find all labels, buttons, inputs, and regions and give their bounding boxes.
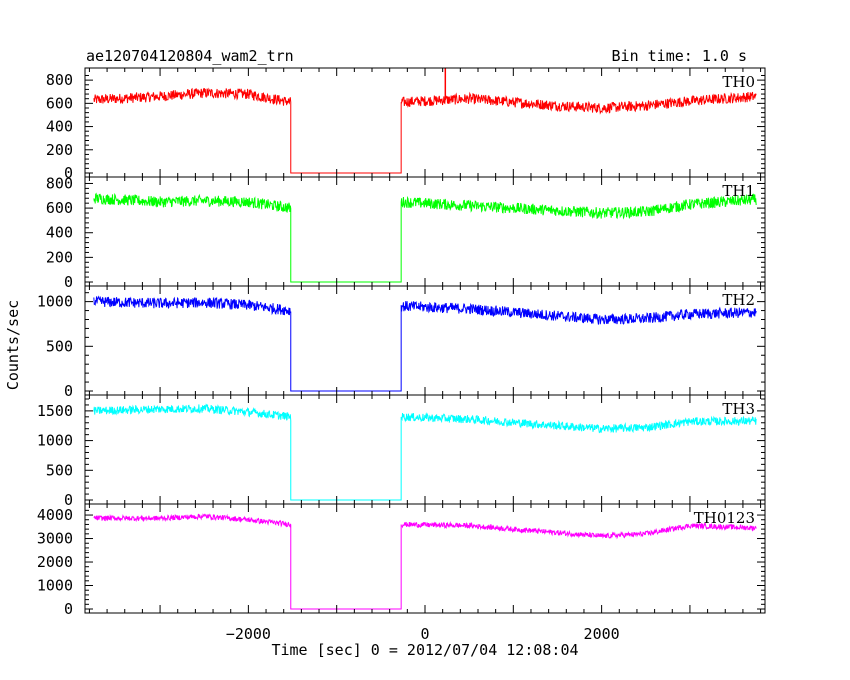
panel-frame: [84, 176, 766, 287]
chart-title: ae120704120804_wam2_trn: [86, 47, 294, 65]
panel-th1: 0 200 400 600 800 TH1: [46, 174, 766, 291]
y-tick-label: 400: [46, 118, 73, 136]
y-tick-label: 200: [46, 141, 73, 159]
panel-frame: [84, 503, 766, 614]
y-tick-label: 0: [64, 382, 73, 400]
series-name-label: TH0: [722, 73, 755, 91]
series-name-label: TH3: [722, 400, 755, 418]
series-name-label: TH2: [722, 291, 755, 309]
x-tick-label: 0: [420, 625, 429, 643]
series-line-th0: [93, 87, 757, 174]
series-line-th0123: [93, 513, 757, 610]
y-tick-label: 1000: [37, 577, 73, 595]
y-tick-label: 400: [46, 224, 73, 242]
y-tick-label: 800: [46, 174, 73, 192]
y-tick-label: 1500: [37, 402, 73, 420]
y-tick-label: 0: [64, 164, 73, 182]
series-line-th3: [93, 403, 757, 501]
y-tick-label: 600: [46, 94, 73, 112]
bin-time-label: Bin time: 1.0 s: [612, 47, 747, 65]
y-axis-label: Counts/sec: [4, 300, 22, 390]
y-tick-label: 500: [46, 461, 73, 479]
y-tick-label: 200: [46, 248, 73, 266]
series-name-label: TH1: [722, 182, 755, 200]
panel-frame: [84, 67, 766, 178]
series-line-th1: [93, 192, 757, 283]
y-tick-label: 800: [46, 71, 73, 89]
series-line-th2: [93, 295, 757, 392]
x-axis-label: Time [sec] 0 = 2012/07/04 12:08:04: [271, 641, 578, 659]
x-tick-label: 2000: [584, 625, 620, 643]
y-tick-label: 500: [46, 337, 73, 355]
y-tick-label: 1000: [37, 432, 73, 450]
y-tick-label: 1000: [37, 293, 73, 311]
y-tick-label: 3000: [37, 530, 73, 548]
panel-th0: 0 200 400 600 800 TH0: [46, 67, 766, 182]
panel-th2: 0 500 1000 TH2: [37, 285, 766, 400]
y-tick-label: 0: [64, 600, 73, 618]
panel-th3: 0 500 1000 1500 TH3: [37, 394, 766, 509]
y-tick-label: 0: [64, 273, 73, 291]
y-tick-label: 0: [64, 491, 73, 509]
y-tick-label: 2000: [37, 553, 73, 571]
panel-th0123: 0 1000 2000 3000 4000 TH0123: [37, 503, 766, 618]
x-tick-label: −2000: [226, 625, 271, 643]
y-tick-label: 4000: [37, 506, 73, 524]
series-name-label: TH0123: [694, 509, 755, 527]
y-tick-label: 600: [46, 199, 73, 217]
chart-panels: 0 200 400 600 800 TH0 0 200 400 600 800 TH1 0 500 1000…: [37, 67, 766, 643]
